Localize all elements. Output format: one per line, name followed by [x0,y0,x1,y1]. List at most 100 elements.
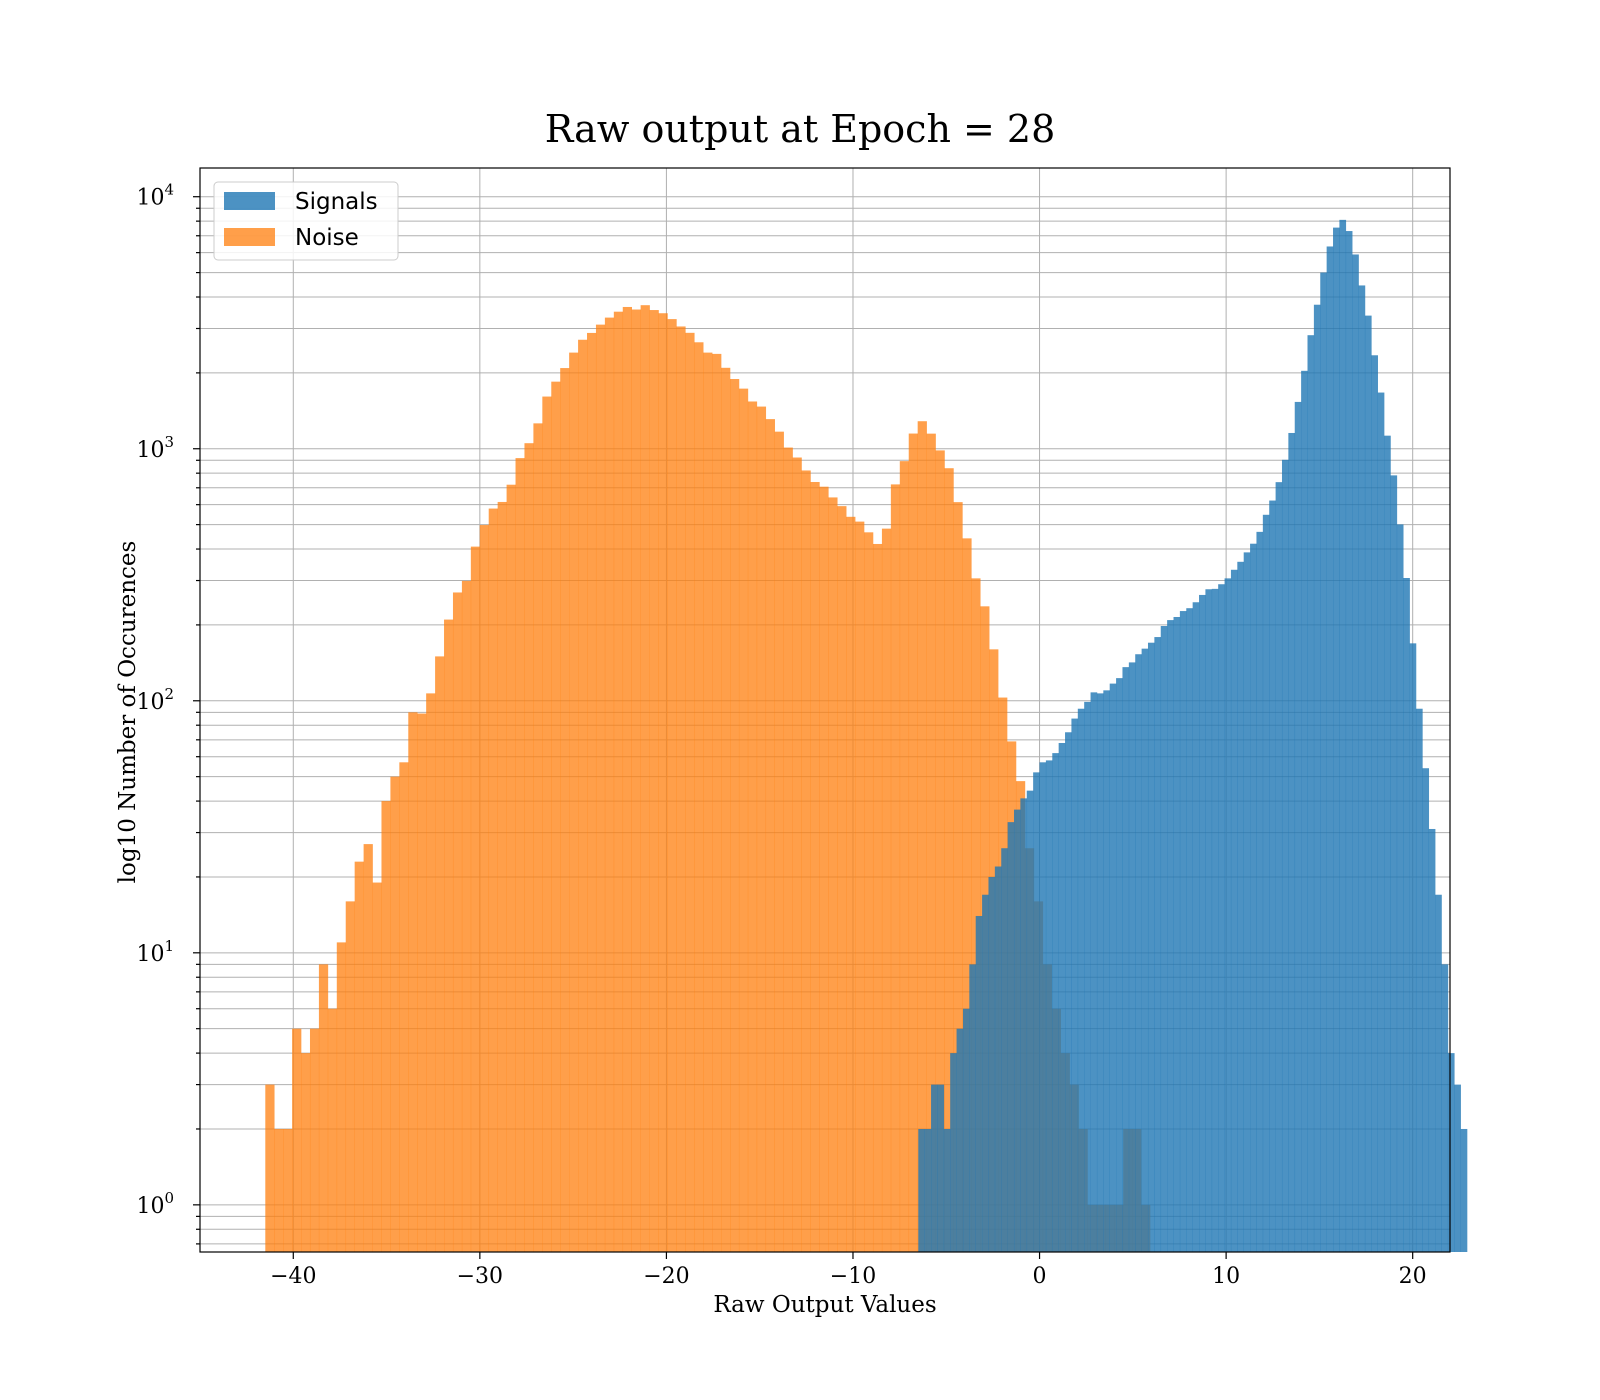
signals-bar [1384,435,1391,1252]
signals-bar [1167,620,1174,1252]
noise-bar [676,326,686,1253]
signals-bar [1403,578,1410,1252]
noise-bar [390,776,400,1252]
noise-bar [819,486,829,1253]
signals-bar [969,964,977,1252]
noise-bar [301,1053,311,1252]
noise-bar [747,401,758,1252]
x-tick-label: −10 [830,1264,876,1289]
y-axis: 100 101 102 103 104 [136,181,200,1245]
signals-bar [1192,602,1200,1252]
noise-bar [756,406,767,1252]
y-tick-label: 104 [136,181,174,211]
y-axis-label: log10 Number of Occurences [115,541,141,884]
noise-bar [908,433,918,1252]
noise-bar [667,319,677,1253]
noise-bar [452,592,463,1252]
legend: Signals Noise [213,181,399,261]
signals-bar [1460,1128,1468,1252]
noise-bar [533,423,543,1253]
signals-bar [1428,828,1436,1252]
signals-bar [1026,790,1034,1252]
noise-bar [774,431,784,1252]
signals-bar [1141,648,1149,1252]
signals-bar [1294,401,1302,1253]
signals-bar [1160,626,1168,1252]
noise-bar [712,353,722,1252]
signals-bar [1301,370,1308,1252]
noise-bar [524,443,534,1252]
signals-bar [975,915,983,1252]
signals-bar [1415,708,1423,1252]
signals-bar [1020,798,1028,1252]
noise-bar [846,516,856,1252]
signals-bar [1377,392,1385,1253]
noise-bar [738,388,749,1252]
signals-bar [988,876,996,1252]
signals-bar [1224,578,1232,1252]
noise-bar [479,525,490,1252]
noise-bar [685,332,695,1252]
signals-bar [1237,561,1244,1252]
noise-bar [292,1028,302,1252]
noise-bar [309,1028,320,1252]
signals-bar [1052,753,1059,1252]
legend-label-noise: Noise [295,225,359,251]
signals-bar [1441,964,1449,1252]
signals-bar [918,1128,925,1252]
x-axis-label: Raw Output Values [713,1292,936,1318]
signals-bar [1409,643,1417,1252]
noise-bar [595,324,606,1253]
signals-bar [1352,254,1359,1252]
signals-bar [1090,692,1098,1252]
noise-bar [872,543,883,1252]
signals-bar [1077,708,1085,1252]
noise-bar [461,580,472,1252]
noise-bar [569,352,579,1252]
signals-bar [956,1028,964,1252]
signals-bar [1390,475,1398,1253]
noise-bar [640,305,650,1252]
signals-bar [1065,732,1072,1252]
signals-bar [1313,304,1321,1253]
signals-bar [982,894,989,1252]
noise-bar [944,468,954,1252]
signals-bar [1288,432,1296,1252]
signals-bar [1205,589,1213,1252]
signals-bar [1250,543,1257,1252]
noise-bar [810,482,820,1252]
signals-bar [1007,822,1015,1252]
noise-bar [881,528,892,1252]
signals-bar [1135,654,1142,1252]
signals-bar [937,1084,945,1252]
signals-bar [1435,894,1442,1252]
signals-bar [1320,272,1327,1252]
noise-bar [631,309,641,1252]
signals-bar [1364,315,1372,1252]
x-axis: −40 −30 −20 −10 0 10 20 [270,1252,1427,1289]
legend-swatch-noise [224,228,275,246]
signals-bar [1103,690,1111,1252]
noise-bar [649,310,659,1252]
noise-bar [560,368,570,1253]
signals-bar [1243,552,1251,1252]
noise-bar [926,433,936,1252]
noise-bar [721,367,731,1252]
noise-bar [435,656,445,1252]
signals-bar [1186,608,1193,1252]
noise-bar [506,484,516,1252]
x-tick-label: 20 [1399,1264,1427,1289]
noise-bar [363,844,373,1252]
noise-bar [265,1084,275,1252]
signals-bar [1154,637,1162,1252]
noise-bar [730,379,740,1253]
plot-frame [199,167,1451,1253]
noise-bar [953,502,963,1253]
signals-bar [1218,584,1225,1252]
signals-bar [1084,701,1091,1252]
x-tick-label: −20 [643,1264,689,1289]
signals-bar [1307,335,1315,1252]
signals-bar [1447,1053,1455,1252]
signals-bar [1001,848,1008,1252]
